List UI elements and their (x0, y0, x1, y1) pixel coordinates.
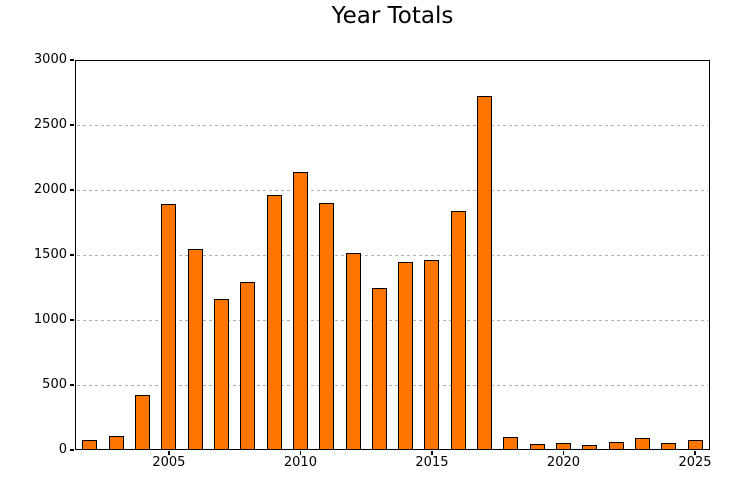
bar-2008 (240, 282, 256, 450)
bar-2013 (371, 288, 387, 450)
bar-2006 (187, 249, 203, 450)
x-tick-mark-2020 (562, 451, 565, 455)
y-tick-label-1500: 1500 (33, 247, 67, 262)
bar-2002 (82, 439, 98, 450)
bar-2004 (135, 395, 151, 450)
bar-2021 (582, 445, 598, 450)
y-tick-mark-1000 (70, 319, 74, 321)
gridline-1500 (77, 254, 708, 256)
bar-2014 (398, 262, 414, 450)
bar-2010 (292, 172, 308, 450)
bar-2022 (608, 441, 624, 450)
chart-title: Year Totals (331, 3, 454, 29)
y-tick-mark-500 (70, 384, 74, 386)
gridline-1000 (77, 319, 708, 321)
bar-2007 (214, 299, 230, 450)
gridline-2500 (77, 124, 708, 126)
bar-2024 (661, 442, 677, 450)
y-tick-mark-3000 (70, 59, 74, 61)
x-tick-label-2005: 2005 (152, 455, 186, 470)
y-tick-label-500: 500 (42, 377, 67, 392)
y-tick-label-2000: 2000 (33, 182, 67, 197)
bar-2003 (108, 435, 124, 450)
x-tick-mark-2015 (431, 451, 433, 455)
bar-2011 (319, 203, 335, 450)
plot-area (75, 60, 710, 450)
gridline-500 (77, 384, 708, 386)
bar-2023 (634, 438, 650, 450)
x-tick-label-2025: 2025 (678, 455, 712, 470)
y-tick-mark-0 (70, 449, 74, 451)
y-tick-label-1000: 1000 (33, 312, 67, 327)
y-tick-label-0: 0 (58, 442, 67, 457)
x-tick-label-2020: 2020 (546, 455, 581, 470)
x-tick-label-2015: 2015 (415, 455, 449, 470)
bar-2025 (687, 439, 703, 450)
x-tick-mark-2025 (694, 451, 696, 455)
x-tick-label-2010: 2010 (283, 455, 317, 470)
gridline-2000 (77, 189, 708, 191)
y-tick-mark-1500 (70, 254, 74, 256)
y-tick-mark-2000 (70, 189, 74, 191)
bar-2019 (529, 444, 545, 450)
bar-2012 (345, 253, 361, 450)
y-tick-label-3000: 3000 (33, 52, 67, 67)
bar-2016 (450, 210, 466, 450)
bar-2015 (424, 260, 440, 450)
y-tick-label-2500: 2500 (33, 117, 67, 132)
bar-2020 (555, 442, 571, 450)
x-tick-mark-2005 (168, 451, 170, 455)
bar-2018 (503, 437, 519, 450)
y-tick-mark-2500 (70, 124, 74, 126)
x-tick-mark-2010 (299, 451, 302, 455)
bar-2009 (266, 195, 282, 450)
bar-2017 (477, 96, 493, 450)
bar-2005 (161, 204, 177, 450)
